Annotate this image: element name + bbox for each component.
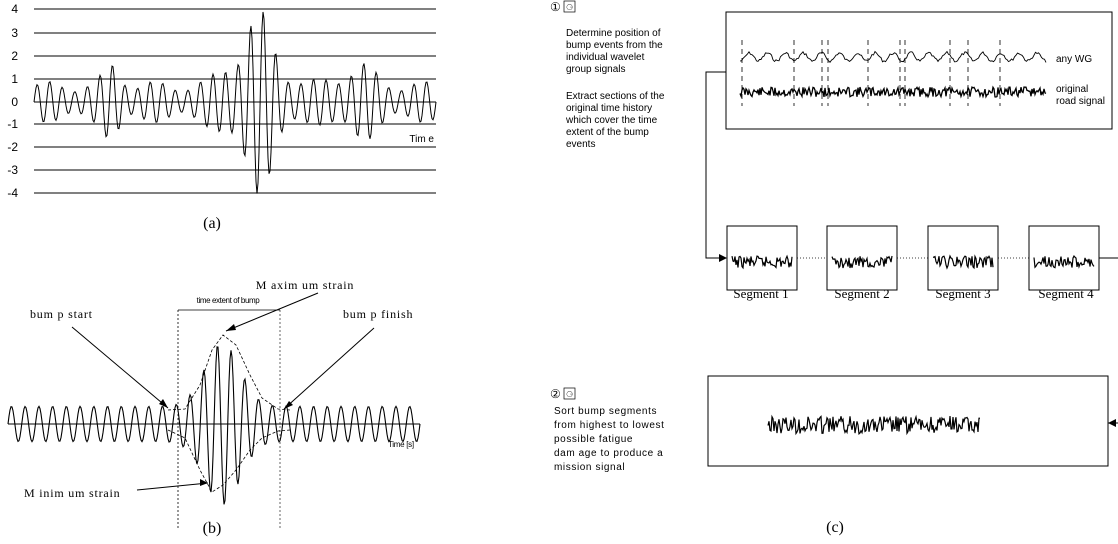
connector-to-segments (705, 71, 726, 259)
y-tick-label: 1 (11, 72, 18, 86)
step-2-icon-glyph: ⚆ (566, 390, 573, 399)
y-tick-label: 4 (11, 2, 18, 16)
arrowhead (159, 399, 168, 408)
wavelet-signal-b (7, 346, 421, 505)
upper-envelope (167, 334, 291, 411)
time-extent-label: time extent of bump (197, 296, 261, 305)
y-tick-label: -1 (7, 117, 18, 131)
caption-c: (c) (826, 519, 844, 536)
step-text-line: events (566, 139, 595, 150)
segment-box (1028, 225, 1100, 291)
arrowhead (226, 324, 236, 331)
segment-label: Segment 2 (834, 286, 889, 301)
y-tick-label: 2 (11, 49, 18, 63)
step-text-line: individual wavelet (566, 52, 645, 63)
lower-envelope (167, 429, 291, 493)
arrowhead (200, 479, 208, 486)
max-strain-label: M axim um strain (256, 278, 354, 292)
bump-finish-label: bum p finish (343, 307, 413, 321)
bump-position-markers (741, 40, 1001, 106)
segment-label: Segment 1 (733, 286, 788, 301)
caption-b: (b) (203, 520, 222, 537)
panel-a: 4 3 2 1 0 -1 -2 -3 -4 Tim e (a) (7, 2, 437, 232)
mission-signal (767, 414, 980, 436)
step-1-number: ① (550, 0, 561, 14)
step-1-icon-glyph: ⚆ (566, 3, 573, 12)
road-label-line: road signal (1056, 96, 1105, 107)
any-wg-label: any WG (1056, 54, 1092, 65)
segment-signal (932, 254, 994, 270)
y-tick-label: -3 (7, 163, 18, 177)
step-text-line: bump events from the (566, 40, 663, 51)
arrowhead (1108, 419, 1116, 427)
y-tick-label: 0 (11, 95, 18, 109)
min-strain-arrow (136, 482, 209, 491)
road-label-line: original (1056, 84, 1088, 95)
step-2-text: Sort bump segments from highest to lowes… (554, 406, 664, 473)
step-text-line: original time history (566, 103, 652, 114)
panel-c: ① ⚆ Determine position of bump events fr… (550, 0, 1118, 536)
step-2-icon (563, 387, 576, 400)
time-axis-label-b: Time [s] (388, 440, 414, 449)
min-strain-label: M inim um strain (24, 486, 120, 500)
caption-a: (a) (203, 215, 221, 232)
max-strain-arrow (225, 292, 319, 332)
segment-signals (731, 254, 1095, 270)
y-tick-label: -2 (7, 140, 18, 154)
step-text-line: Sort bump segments (554, 406, 657, 417)
step-text-line: mission signal (554, 462, 625, 473)
bump-start-arrow (71, 326, 169, 409)
time-axis-label-a: Tim e (409, 134, 434, 145)
wavelet-signal-a (33, 11, 437, 194)
y-tick-label: -4 (7, 186, 18, 200)
step-text-line: dam age to produce a (554, 448, 663, 459)
segment-signal (831, 255, 893, 269)
arrowhead (284, 401, 293, 409)
step-text-line: which cover the time (565, 115, 658, 126)
bump-finish-arrow (283, 327, 375, 410)
road-signal (739, 85, 1047, 99)
step-text-line: Determine position of (566, 28, 661, 39)
panel-b: time extent of bump M axim um strain bum… (7, 278, 421, 537)
arrowhead (719, 254, 727, 262)
step-1-text: Determine position of bump events from t… (565, 28, 665, 150)
step-text-line: possible fatigue (554, 434, 633, 445)
step-text-line: extent of the bump (566, 127, 649, 138)
y-tick-label: 3 (11, 26, 18, 40)
step-2-number: ② (550, 387, 561, 401)
bump-start-label: bum p start (30, 307, 93, 321)
mission-signal-box (707, 375, 1109, 467)
step-text-line: Extract sections of the (566, 91, 665, 102)
segment-label: Segment 3 (935, 286, 990, 301)
signal-box (725, 11, 1113, 130)
segment-label: Segment 4 (1038, 286, 1094, 301)
step-text-line: group signals (566, 64, 625, 75)
step-1-icon (563, 0, 576, 13)
any-wg-signal (740, 50, 1047, 64)
step-text-line: from highest to lowest (554, 420, 664, 431)
segment-signal (731, 254, 793, 270)
segment-signal (1033, 255, 1095, 269)
